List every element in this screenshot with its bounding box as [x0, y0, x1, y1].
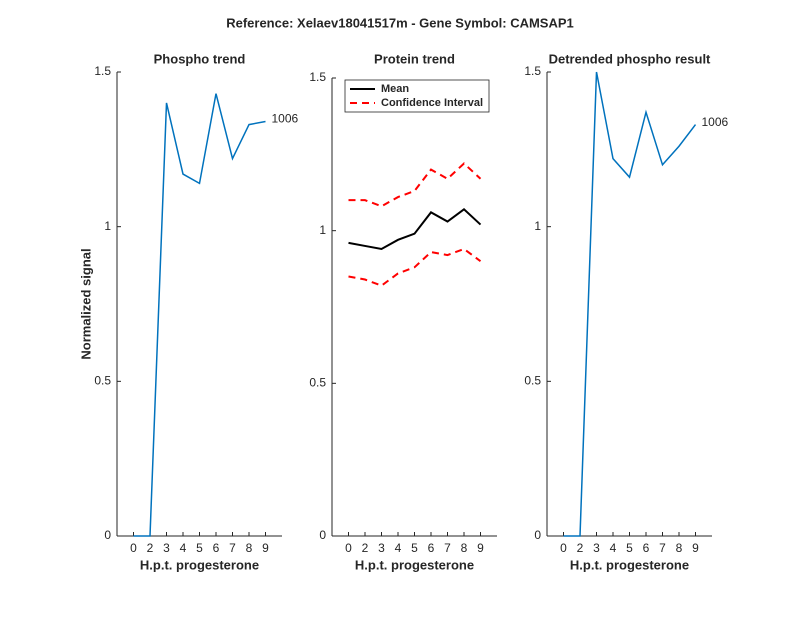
y-tick-label: 0 — [104, 528, 111, 542]
y-tick-label: 1.5 — [94, 64, 111, 78]
x-tick-label: 6 — [213, 541, 220, 555]
x-tick-label: 0 — [560, 541, 567, 555]
y-tick-label: 1.5 — [309, 70, 326, 84]
x-tick-label: 5 — [626, 541, 633, 555]
subplot-title: Detrended phospho result — [549, 51, 711, 66]
y-tick-label: 1 — [104, 219, 111, 233]
x-tick-label: 3 — [163, 541, 170, 555]
x-tick-label: 6 — [643, 541, 650, 555]
subplot-title: Protein trend — [374, 51, 455, 66]
y-tick-label: 0.5 — [94, 374, 111, 388]
series-line — [133, 93, 266, 537]
annotation: 1006 — [702, 115, 729, 129]
legend-label: Mean — [381, 83, 409, 95]
x-tick-label: 3 — [593, 541, 600, 555]
x-tick-label: 7 — [659, 541, 666, 555]
x-tick-label: 4 — [180, 541, 187, 555]
x-tick-label: 0 — [130, 541, 137, 555]
x-tick-label: 2 — [362, 541, 369, 555]
x-tick-label: 3 — [378, 541, 385, 555]
legend-box — [344, 79, 490, 113]
x-axis-label: H.p.t. progesterone — [355, 557, 474, 572]
y-tick-label: 0 — [534, 528, 541, 542]
y-tick-label: 1.5 — [524, 64, 541, 78]
x-tick-label: 7 — [229, 541, 236, 555]
y-tick-label: 1 — [534, 219, 541, 233]
figure-title: Reference: Xelaev18041517m - Gene Symbol… — [226, 15, 574, 30]
x-tick-label: 8 — [246, 541, 253, 555]
y-tick-label: 1 — [319, 223, 326, 237]
x-axis-label: H.p.t. progesterone — [140, 557, 259, 572]
x-tick-label: 0 — [345, 541, 352, 555]
x-tick-label: 4 — [610, 541, 617, 555]
x-tick-label: 2 — [147, 541, 154, 555]
series-line — [348, 162, 482, 208]
series-line — [348, 207, 482, 251]
legend-label: Confidence Interval — [381, 97, 483, 109]
x-tick-label: 2 — [577, 541, 584, 555]
y-axis-label: Normalized signal — [78, 248, 93, 359]
x-tick-label: 9 — [262, 541, 269, 555]
x-tick-label: 5 — [196, 541, 203, 555]
x-tick-label: 5 — [411, 541, 418, 555]
x-tick-label: 9 — [477, 541, 484, 555]
x-tick-label: 6 — [428, 541, 435, 555]
x-tick-label: 7 — [444, 541, 451, 555]
x-axis-label: H.p.t. progesterone — [570, 557, 689, 572]
y-tick-label: 0.5 — [524, 374, 541, 388]
series-line — [348, 247, 482, 287]
series-line — [563, 71, 697, 537]
annotation: 1006 — [272, 112, 299, 126]
subplot-title: Phospho trend — [154, 51, 246, 66]
x-tick-label: 9 — [692, 541, 699, 555]
x-tick-label: 4 — [395, 541, 402, 555]
y-tick-label: 0.5 — [309, 376, 326, 390]
y-tick-label: 0 — [319, 528, 326, 542]
x-tick-label: 8 — [461, 541, 468, 555]
x-tick-label: 8 — [676, 541, 683, 555]
